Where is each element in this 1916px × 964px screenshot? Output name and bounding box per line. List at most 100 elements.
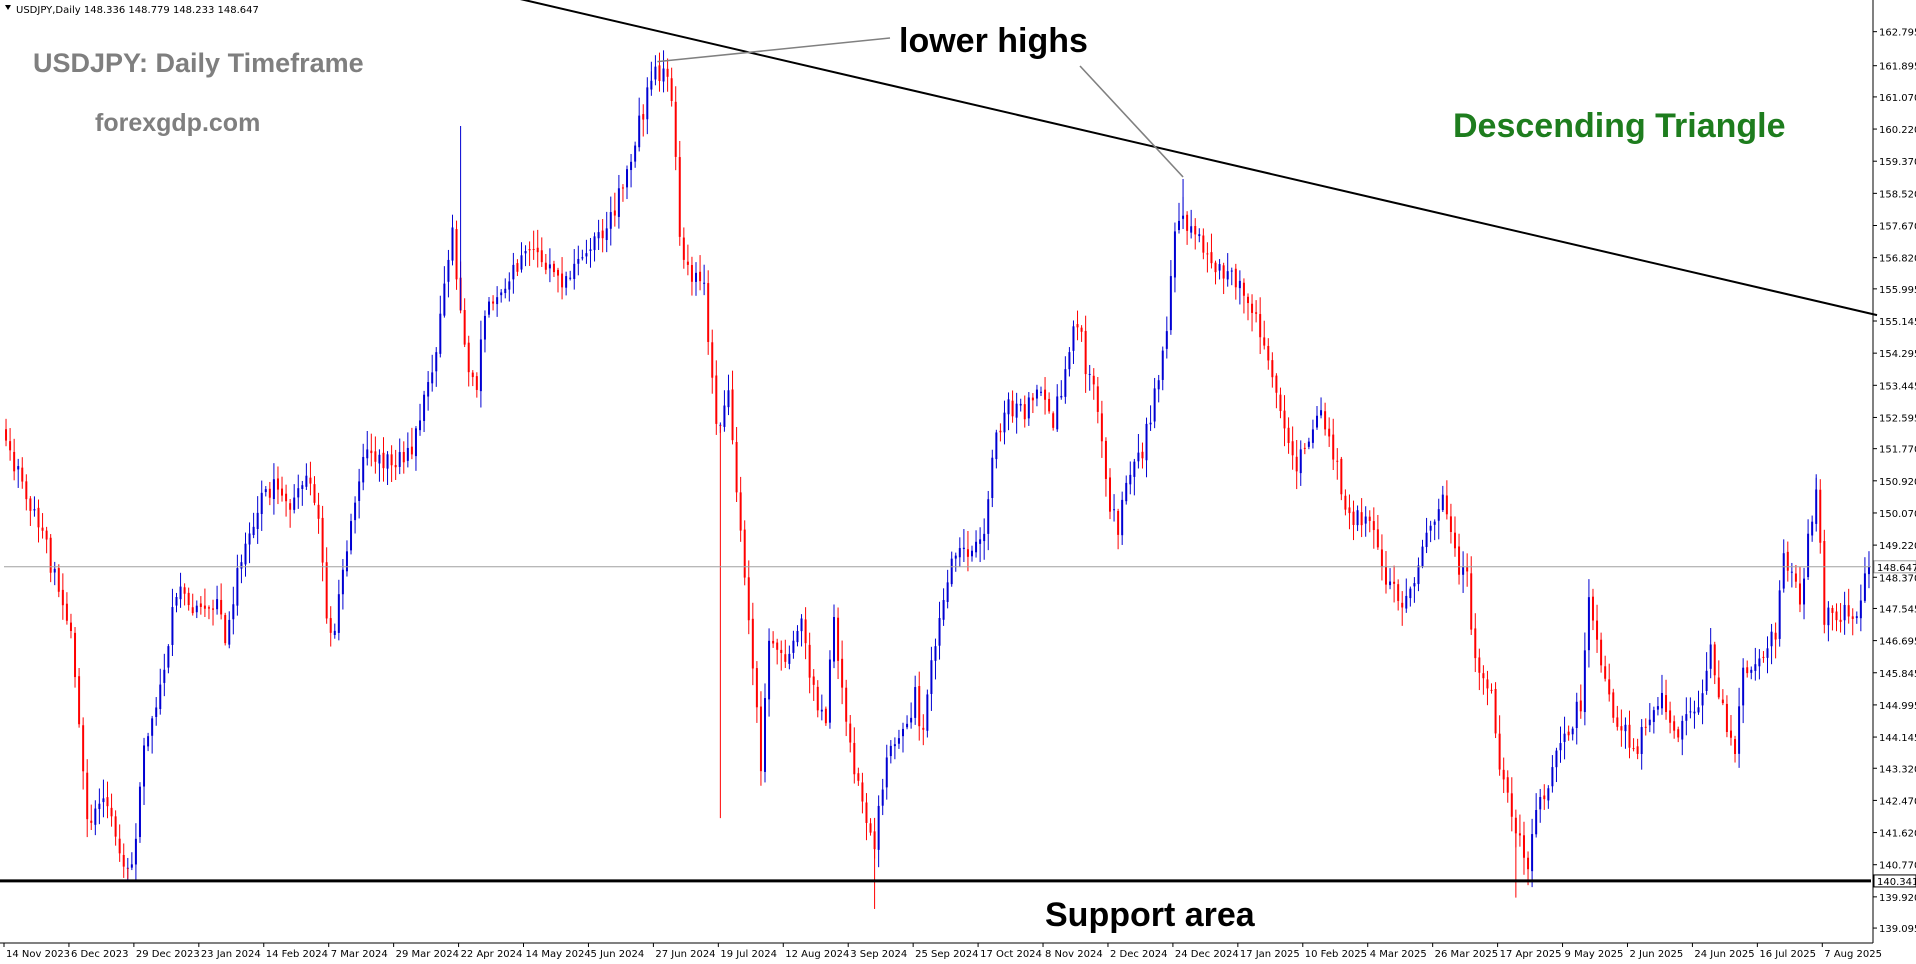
candle-body (362, 456, 365, 483)
candle-body (1332, 434, 1335, 460)
candle-body (747, 577, 750, 621)
candle-body (1117, 510, 1120, 535)
candle-body (1056, 396, 1059, 430)
candle-body (1766, 648, 1769, 658)
candle-body (1770, 631, 1773, 647)
candle-body (1336, 460, 1339, 462)
candle-body (512, 264, 515, 280)
chart-header-info: USDJPY,Daily 148.336 148.779 148.233 148… (16, 5, 259, 16)
candle-body (930, 660, 933, 694)
y-tick-label: 161.070 (1879, 93, 1916, 104)
candle-body (1762, 656, 1765, 658)
candle-body (1035, 389, 1038, 399)
candle-body (788, 653, 791, 664)
candle-body (151, 718, 154, 736)
x-tick-label: 4 Mar 2025 (1370, 949, 1427, 960)
candle-body (435, 352, 438, 372)
candle-body (398, 452, 401, 467)
candle-body (824, 708, 827, 724)
candle-body (69, 622, 72, 632)
candle-body (1263, 337, 1266, 346)
candle-body (382, 452, 385, 469)
candle-body (1190, 226, 1193, 233)
candle-body (1628, 724, 1631, 748)
candle-body (1669, 710, 1672, 723)
candle-body (776, 642, 779, 650)
candle-body (1551, 767, 1554, 787)
x-tick-label: 3 Sep 2024 (850, 949, 907, 960)
candle-body (1612, 692, 1615, 718)
candle-body (33, 509, 36, 511)
y-tick-label: 143.320 (1879, 764, 1916, 775)
candle-body (690, 264, 693, 282)
candle-body (1778, 590, 1781, 639)
candle-body (1437, 509, 1440, 521)
candle-body (654, 66, 657, 80)
candle-body (90, 820, 93, 823)
candle-body (1839, 619, 1842, 622)
candle-body (1490, 689, 1493, 691)
candle-body (1498, 733, 1501, 770)
candle-body (1803, 578, 1806, 605)
candle-body (528, 249, 531, 251)
candle-body (1827, 607, 1830, 626)
candle-body (800, 618, 803, 632)
chart-menu-arrow-icon[interactable] (5, 5, 11, 10)
candle-body (1060, 395, 1063, 398)
candle-body (1863, 573, 1866, 601)
candle-body (1547, 788, 1550, 801)
candle-body (1665, 695, 1668, 713)
x-tick-label: 2 Dec 2024 (1110, 949, 1168, 960)
candle-body (1815, 489, 1818, 524)
candle-body (1656, 706, 1659, 710)
candle-body (893, 744, 896, 747)
y-tick-label: 158.520 (1879, 189, 1916, 200)
candle-body (759, 706, 762, 772)
chart-title: USDJPY: Daily Timeframe (33, 48, 364, 78)
candle-body (1230, 270, 1233, 272)
candle-body (1255, 312, 1258, 314)
candle-body (427, 382, 430, 397)
candle-body (110, 807, 113, 817)
candle-body (650, 80, 653, 90)
candle-body (678, 157, 681, 237)
candle-body (593, 236, 596, 251)
candle-body (577, 258, 580, 264)
candle-body (1283, 410, 1286, 429)
candle-body (808, 644, 811, 678)
candle-body (524, 251, 527, 254)
candle-body (9, 441, 12, 451)
candle-body (581, 257, 584, 259)
candle-body (1494, 689, 1497, 734)
candle-body (175, 597, 178, 606)
candle-body (686, 261, 689, 265)
candle-body (780, 649, 783, 653)
candle-body (1161, 350, 1164, 380)
candle-body (106, 797, 109, 807)
candle-body (1433, 521, 1436, 525)
current-price-tag: 148.647 (1877, 563, 1916, 574)
candle-body (1535, 810, 1538, 835)
candle-body (727, 390, 730, 408)
candle-body (516, 263, 519, 272)
candle-body (500, 292, 503, 296)
candle-body (1214, 262, 1217, 273)
candle-body (764, 698, 767, 772)
candle-body (1616, 717, 1619, 727)
candle-body (1713, 644, 1716, 676)
candle-body (1689, 711, 1692, 713)
candle-body (1859, 600, 1862, 619)
candle-body (731, 389, 734, 441)
candle-body (987, 499, 990, 534)
candle-body (232, 604, 235, 620)
y-tick-label: 159.370 (1879, 157, 1916, 168)
candle-body (366, 449, 369, 459)
candle-body (114, 816, 117, 837)
candle-body (345, 551, 348, 572)
candle-body (1125, 482, 1128, 502)
candle-body (1039, 391, 1042, 393)
candle-body (212, 608, 215, 610)
candle-body (849, 723, 852, 743)
candle-body (1458, 546, 1461, 575)
